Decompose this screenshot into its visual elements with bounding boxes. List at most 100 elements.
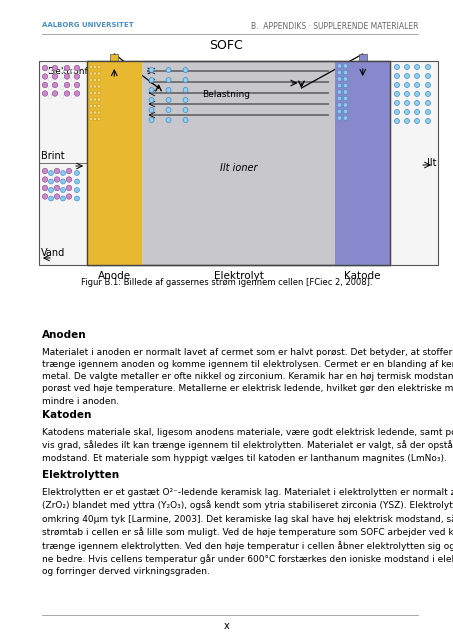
Circle shape: [425, 83, 430, 88]
Circle shape: [93, 117, 96, 120]
Text: x: x: [224, 621, 229, 631]
Circle shape: [52, 91, 58, 96]
Circle shape: [425, 118, 430, 124]
Text: Belastning: Belastning: [202, 90, 251, 99]
Circle shape: [93, 104, 96, 108]
Circle shape: [42, 185, 48, 191]
Circle shape: [52, 74, 58, 79]
Bar: [87, 61, 141, 265]
Circle shape: [166, 97, 171, 102]
Text: Elektrolyt: Elektrolyt: [213, 271, 264, 281]
Circle shape: [343, 90, 348, 94]
Circle shape: [149, 88, 154, 93]
Circle shape: [89, 78, 92, 82]
Circle shape: [74, 91, 80, 96]
Circle shape: [183, 118, 188, 122]
Circle shape: [337, 64, 342, 68]
Circle shape: [74, 83, 80, 88]
Bar: [390, 61, 438, 265]
Circle shape: [395, 65, 400, 70]
Text: Katoden: Katoden: [42, 410, 92, 420]
Circle shape: [183, 97, 188, 102]
Circle shape: [52, 65, 58, 70]
Text: Ilt ioner: Ilt ioner: [220, 163, 257, 173]
Bar: [336, 61, 390, 265]
Circle shape: [337, 96, 342, 100]
Circle shape: [89, 92, 92, 95]
Text: Elektrolytten er et gastæt O²⁻-ledende keramisk lag. Materialet i elektrolytten : Elektrolytten er et gastæt O²⁻-ledende k…: [42, 488, 453, 576]
Circle shape: [64, 83, 70, 88]
Circle shape: [66, 185, 72, 191]
Circle shape: [414, 118, 419, 124]
Circle shape: [97, 111, 101, 114]
Circle shape: [48, 95, 52, 99]
Circle shape: [64, 91, 70, 96]
Circle shape: [61, 196, 66, 201]
Circle shape: [42, 194, 48, 199]
Circle shape: [74, 196, 79, 201]
Circle shape: [64, 74, 70, 79]
Circle shape: [395, 74, 400, 79]
Circle shape: [66, 168, 72, 173]
Circle shape: [405, 83, 410, 88]
Circle shape: [60, 69, 64, 73]
Circle shape: [89, 111, 92, 114]
Circle shape: [183, 67, 188, 72]
Circle shape: [54, 168, 60, 173]
Text: Anoden: Anoden: [42, 330, 87, 340]
Circle shape: [343, 77, 348, 81]
Circle shape: [337, 116, 342, 120]
Circle shape: [414, 74, 419, 79]
Circle shape: [93, 98, 96, 101]
Circle shape: [343, 64, 348, 68]
Circle shape: [405, 109, 410, 115]
Circle shape: [395, 109, 400, 115]
Circle shape: [395, 100, 400, 106]
Circle shape: [183, 77, 188, 83]
Circle shape: [405, 100, 410, 106]
Circle shape: [61, 170, 66, 175]
Circle shape: [89, 65, 92, 68]
Circle shape: [89, 117, 92, 120]
Circle shape: [89, 104, 92, 108]
Circle shape: [54, 185, 60, 191]
Circle shape: [337, 83, 342, 88]
Circle shape: [414, 65, 419, 70]
Circle shape: [337, 90, 342, 94]
Circle shape: [337, 103, 342, 108]
Circle shape: [149, 118, 154, 122]
Circle shape: [60, 77, 64, 81]
Text: Brint: Brint: [41, 151, 65, 161]
Circle shape: [74, 188, 79, 193]
Bar: [359, 54, 367, 61]
Text: Figur B.1: Billede af gassernes strøm igennem cellen [FCiec 2, 2008].: Figur B.1: Billede af gassernes strøm ig…: [81, 278, 372, 287]
Circle shape: [48, 77, 52, 81]
Circle shape: [395, 92, 400, 97]
Circle shape: [66, 177, 72, 182]
Circle shape: [42, 74, 48, 79]
Circle shape: [89, 72, 92, 75]
Circle shape: [97, 78, 101, 82]
Circle shape: [48, 196, 53, 201]
Circle shape: [337, 109, 342, 114]
Circle shape: [166, 118, 171, 122]
Circle shape: [337, 77, 342, 81]
Circle shape: [149, 108, 154, 113]
Circle shape: [166, 108, 171, 113]
Circle shape: [343, 109, 348, 114]
Circle shape: [149, 77, 154, 83]
Circle shape: [343, 83, 348, 88]
Circle shape: [166, 67, 171, 72]
Bar: [87, 61, 390, 265]
Circle shape: [42, 177, 48, 182]
Circle shape: [42, 168, 48, 173]
Circle shape: [71, 95, 75, 99]
Circle shape: [93, 111, 96, 114]
Circle shape: [61, 188, 66, 193]
Circle shape: [405, 74, 410, 79]
Text: Elektrolytten: Elektrolytten: [42, 470, 119, 480]
Circle shape: [337, 70, 342, 75]
Circle shape: [149, 97, 154, 102]
Circle shape: [60, 86, 64, 90]
Circle shape: [48, 86, 52, 90]
